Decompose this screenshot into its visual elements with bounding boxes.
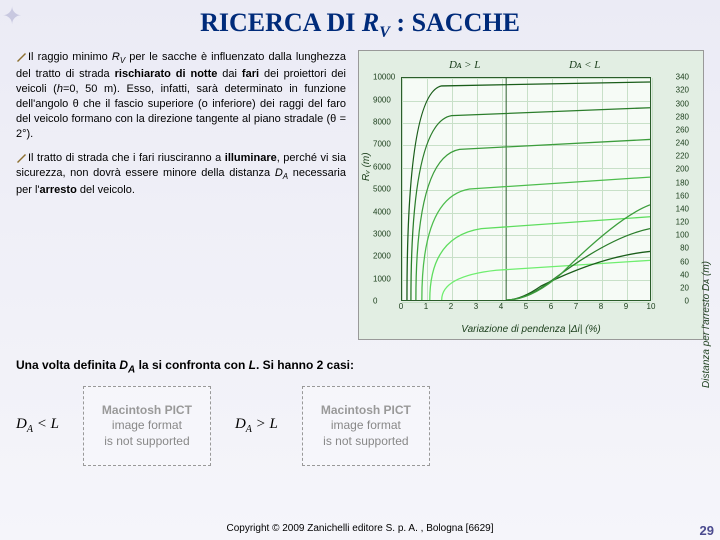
region-label-right: Dᴀ < L	[569, 59, 600, 71]
y-tick-left: 3000	[373, 229, 391, 238]
text-column: Il raggio minimo RV per le sacche è infl…	[16, 50, 346, 340]
y-tick-right: 240	[676, 139, 689, 148]
x-tick: 1	[424, 302, 428, 311]
page-title: RICERCA DI RV : SACCHE	[0, 0, 720, 42]
y-tick-left: 7000	[373, 140, 391, 149]
copyright-text: Copyright © 2009 Zanichelli editore S. p…	[0, 523, 720, 534]
title-rv: RV	[362, 8, 390, 37]
x-tick: 0	[399, 302, 403, 311]
y-tick-right: 260	[676, 125, 689, 134]
compare-text: Una volta definita DA la si confronta co…	[0, 340, 720, 375]
cases-row: DA < L Macintosh PICT image format is no…	[0, 376, 720, 467]
paragraph-1: Il raggio minimo RV per le sacche è infl…	[16, 50, 346, 141]
paragraph-2: Il tratto di strada che i fari riusciran…	[16, 151, 346, 198]
x-tick: 5	[524, 302, 528, 311]
pict-placeholder-2: Macintosh PICT image format is not suppo…	[302, 386, 430, 467]
x-axis-label: Variazione di pendenza |Δi| (%)	[359, 324, 703, 335]
page-number: 29	[700, 523, 714, 538]
y-tick-right: 20	[680, 284, 689, 293]
y-tick-left: 4000	[373, 207, 391, 216]
case-2-label: DA > L	[235, 416, 278, 435]
y-tick-left: 10000	[373, 73, 395, 82]
y-tick-right: 140	[676, 204, 689, 213]
x-tick: 8	[599, 302, 603, 311]
pict-placeholder-1: Macintosh PICT image format is not suppo…	[83, 386, 211, 467]
x-tick: 6	[549, 302, 553, 311]
curves	[402, 78, 650, 300]
y-tick-left: 6000	[373, 162, 391, 171]
y-tick-right: 320	[676, 86, 689, 95]
y-tick-left: 9000	[373, 95, 391, 104]
y-tick-right: 120	[676, 218, 689, 227]
x-tick: 3	[474, 302, 478, 311]
y-tick-right: 300	[676, 99, 689, 108]
y-tick-left: 5000	[373, 185, 391, 194]
y-tick-right: 100	[676, 231, 689, 240]
x-tick: 7	[574, 302, 578, 311]
y-tick-right: 280	[676, 112, 689, 121]
x-tick: 2	[449, 302, 453, 311]
rv-chart: Dᴀ > L Dᴀ < L Rᵥ (m) Distanza per l'arre…	[358, 50, 704, 340]
y-tick-right: 200	[676, 165, 689, 174]
content-row: Il raggio minimo RV per le sacche è infl…	[0, 42, 720, 340]
y-tick-right: 40	[680, 270, 689, 279]
pencil-icon	[16, 153, 26, 163]
y-tick-right: 160	[676, 191, 689, 200]
title-pre: RICERCA DI	[200, 8, 362, 37]
y-tick-right: 0	[685, 297, 689, 306]
y-tick-right: 220	[676, 152, 689, 161]
pencil-icon	[16, 52, 26, 62]
y-tick-right: 180	[676, 178, 689, 187]
y-tick-left: 2000	[373, 252, 391, 261]
y-tick-left: 0	[373, 297, 377, 306]
x-tick: 4	[499, 302, 503, 311]
region-label-left: Dᴀ > L	[449, 59, 480, 71]
x-tick: 9	[624, 302, 628, 311]
y-tick-right: 80	[680, 244, 689, 253]
y-tick-left: 8000	[373, 117, 391, 126]
y-tick-right: 340	[676, 73, 689, 82]
case-1-label: DA < L	[16, 416, 59, 435]
y-tick-left: 1000	[373, 274, 391, 283]
y-axis-left-label: Rᵥ (m)	[361, 153, 372, 182]
title-post: : SACCHE	[390, 8, 520, 37]
plot-area	[401, 77, 651, 301]
x-tick: 10	[647, 302, 656, 311]
star-decor: ✦	[2, 2, 22, 31]
y-tick-right: 60	[680, 257, 689, 266]
